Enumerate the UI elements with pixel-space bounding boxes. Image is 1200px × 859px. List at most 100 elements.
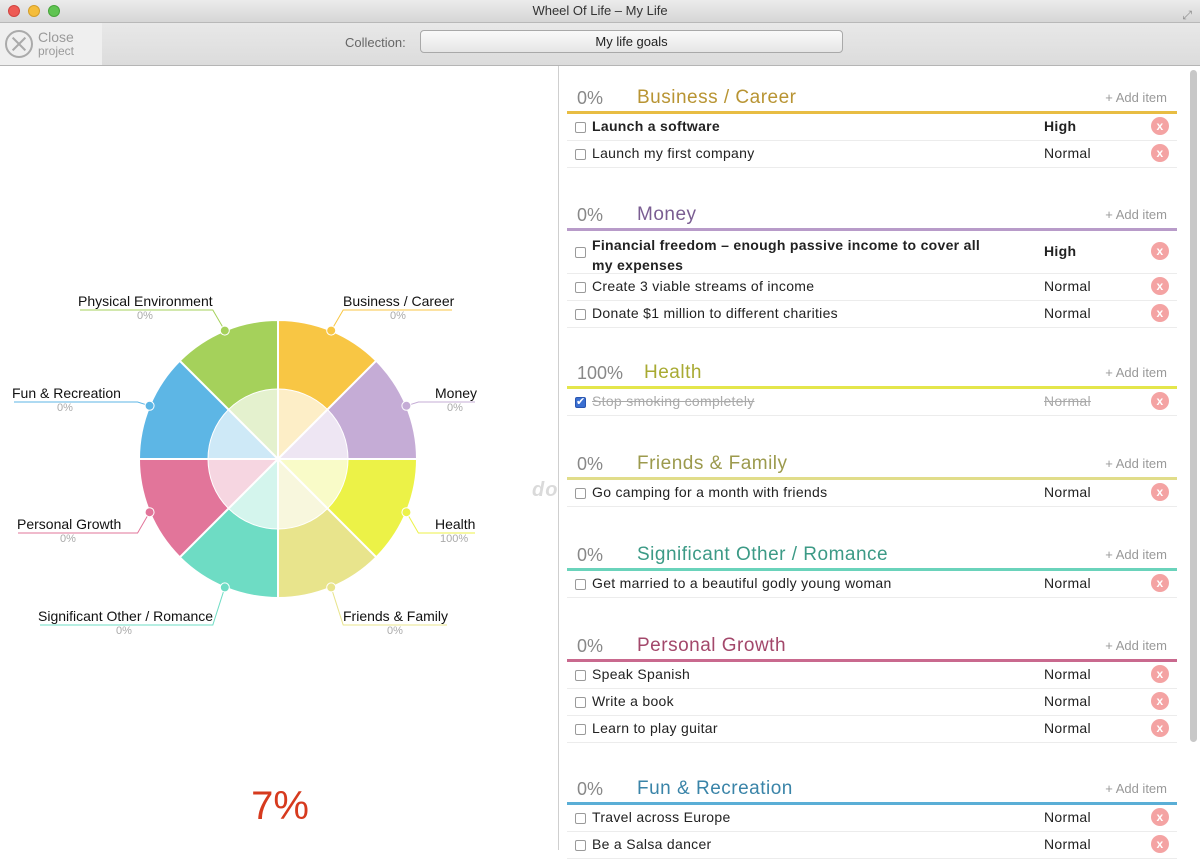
item-priority[interactable]: Normal xyxy=(1044,809,1091,825)
section-underline xyxy=(567,386,1177,389)
section-title: Business / Career xyxy=(637,87,797,108)
minimize-window-button[interactable] xyxy=(28,5,40,17)
delete-item-icon[interactable]: x xyxy=(1151,808,1169,826)
close-window-button[interactable] xyxy=(8,5,20,17)
section-title: Money xyxy=(637,204,697,225)
add-item-button[interactable]: + Add item xyxy=(1105,638,1167,653)
wheel-segment-inner xyxy=(228,459,278,529)
delete-item-icon[interactable]: x xyxy=(1151,719,1169,737)
close-project-button[interactable]: Close project xyxy=(0,23,102,65)
item-priority[interactable]: Normal xyxy=(1044,393,1091,409)
item-checkbox[interactable] xyxy=(575,840,586,851)
item-priority[interactable]: Normal xyxy=(1044,666,1091,682)
delete-item-icon[interactable]: x xyxy=(1151,117,1169,135)
wheel-segment-inner xyxy=(208,459,278,509)
wheel-label: Personal Growth xyxy=(17,516,122,532)
wheel-pane: Business / Career 0% Money 0% Health 100% Frie… xyxy=(0,66,632,850)
item-priority[interactable]: High xyxy=(1044,118,1077,134)
item-priority[interactable]: Normal xyxy=(1044,836,1091,852)
window-controls xyxy=(8,5,60,17)
collection-select[interactable]: My life goals xyxy=(420,30,843,53)
item-text[interactable]: Financial freedom – enough passive incom… xyxy=(592,237,981,273)
goal-item: Learn to play guitar Normal x xyxy=(567,716,1177,743)
delete-item-icon[interactable]: x xyxy=(1151,835,1169,853)
item-text[interactable]: Write a book xyxy=(592,693,674,709)
item-checkbox[interactable] xyxy=(575,122,586,133)
section-header: 0% Business / Career + Add item xyxy=(567,74,1177,114)
section-percent: 0% xyxy=(577,779,604,799)
goal-section: 0% Fun & Recreation + Add item Travel acros… xyxy=(567,765,1177,859)
wheel-segment-inner xyxy=(278,459,328,529)
item-priority[interactable]: Normal xyxy=(1044,720,1091,736)
item-checkbox[interactable] xyxy=(575,724,586,735)
item-checkbox[interactable] xyxy=(575,282,586,293)
section-title: Significant Other / Romance xyxy=(637,544,889,565)
item-text[interactable]: Travel across Europe xyxy=(592,809,731,825)
add-item-button[interactable]: + Add item xyxy=(1105,90,1167,105)
section-title: Fun & Recreation xyxy=(637,778,793,799)
item-checkbox[interactable] xyxy=(575,697,586,708)
goal-section: 0% Personal Growth + Add item Speak Spanish… xyxy=(567,622,1177,743)
wheel-label: Significant Other / Romance xyxy=(38,608,214,624)
delete-item-icon[interactable]: x xyxy=(1151,574,1169,592)
scrollbar[interactable] xyxy=(1190,70,1197,742)
item-text[interactable]: Learn to play guitar xyxy=(592,720,718,736)
wheel-label: Physical Environment xyxy=(78,293,213,309)
item-text[interactable]: Get married to a beautiful godly young w… xyxy=(592,575,892,591)
item-priority[interactable]: Normal xyxy=(1044,484,1091,500)
delete-item-icon[interactable]: x xyxy=(1151,304,1169,322)
wheel-connector-line xyxy=(80,309,226,331)
add-item-button[interactable]: + Add item xyxy=(1105,547,1167,562)
wheel-segment-inner xyxy=(208,409,278,459)
delete-item-icon[interactable]: x xyxy=(1151,242,1169,260)
item-priority[interactable]: Normal xyxy=(1044,693,1091,709)
zoom-window-button[interactable] xyxy=(48,5,60,17)
goal-item: Stop smoking completely Normal x xyxy=(567,389,1177,416)
delete-item-icon[interactable]: x xyxy=(1151,483,1169,501)
goal-item: Speak Spanish Normal x xyxy=(567,662,1177,689)
item-text[interactable]: Donate $1 million to different charities xyxy=(592,305,838,321)
wheel-connector-dot xyxy=(401,507,412,518)
wheel-chart xyxy=(14,309,475,626)
add-item-button[interactable]: + Add item xyxy=(1105,456,1167,471)
pane-divider[interactable] xyxy=(558,66,559,850)
wheel-connector-line xyxy=(330,587,447,626)
item-checkbox[interactable] xyxy=(575,149,586,160)
item-text[interactable]: Launch a software xyxy=(592,118,721,134)
item-checkbox[interactable] xyxy=(575,670,586,681)
add-item-button[interactable]: + Add item xyxy=(1105,207,1167,222)
item-checkbox[interactable] xyxy=(575,395,586,408)
item-priority[interactable]: Normal xyxy=(1044,145,1091,161)
add-item-button[interactable]: + Add item xyxy=(1105,781,1167,796)
section-header: 0% Friends & Family + Add item xyxy=(567,440,1177,480)
item-text[interactable]: Launch my first company xyxy=(592,145,755,161)
item-priority[interactable]: Normal xyxy=(1044,278,1091,294)
wheel-connector-line xyxy=(405,511,475,534)
item-priority[interactable]: Normal xyxy=(1044,575,1091,591)
wheel-connector-dot xyxy=(144,507,155,518)
item-checkbox[interactable] xyxy=(575,488,586,499)
item-priority[interactable]: Normal xyxy=(1044,305,1091,321)
wheel-connector-line xyxy=(406,401,475,407)
item-checkbox[interactable] xyxy=(575,579,586,590)
section-header: 100% Health + Add item xyxy=(567,349,1177,389)
fullscreen-icon[interactable]: ⤢ xyxy=(1182,8,1192,22)
item-text[interactable]: Speak Spanish xyxy=(592,666,691,682)
item-text[interactable]: Create 3 viable streams of income xyxy=(592,278,815,294)
add-item-button[interactable]: + Add item xyxy=(1105,365,1167,380)
item-checkbox[interactable] xyxy=(575,309,586,320)
item-priority[interactable]: High xyxy=(1044,243,1077,259)
section-header: 0% Significant Other / Romance + Add item xyxy=(567,531,1177,571)
section-percent: 0% xyxy=(577,88,604,108)
delete-item-icon[interactable]: x xyxy=(1151,277,1169,295)
item-checkbox[interactable] xyxy=(575,813,586,824)
delete-item-icon[interactable]: x xyxy=(1151,144,1169,162)
delete-item-icon[interactable]: x xyxy=(1151,392,1169,410)
item-text[interactable]: Stop smoking completely xyxy=(592,393,755,409)
item-checkbox[interactable] xyxy=(575,247,586,258)
delete-item-icon[interactable]: x xyxy=(1151,692,1169,710)
wheel-connector-dot xyxy=(326,582,337,593)
item-text[interactable]: Be a Salsa dancer xyxy=(592,836,712,852)
item-text[interactable]: Go camping for a month with friends xyxy=(592,484,828,500)
delete-item-icon[interactable]: x xyxy=(1151,665,1169,683)
